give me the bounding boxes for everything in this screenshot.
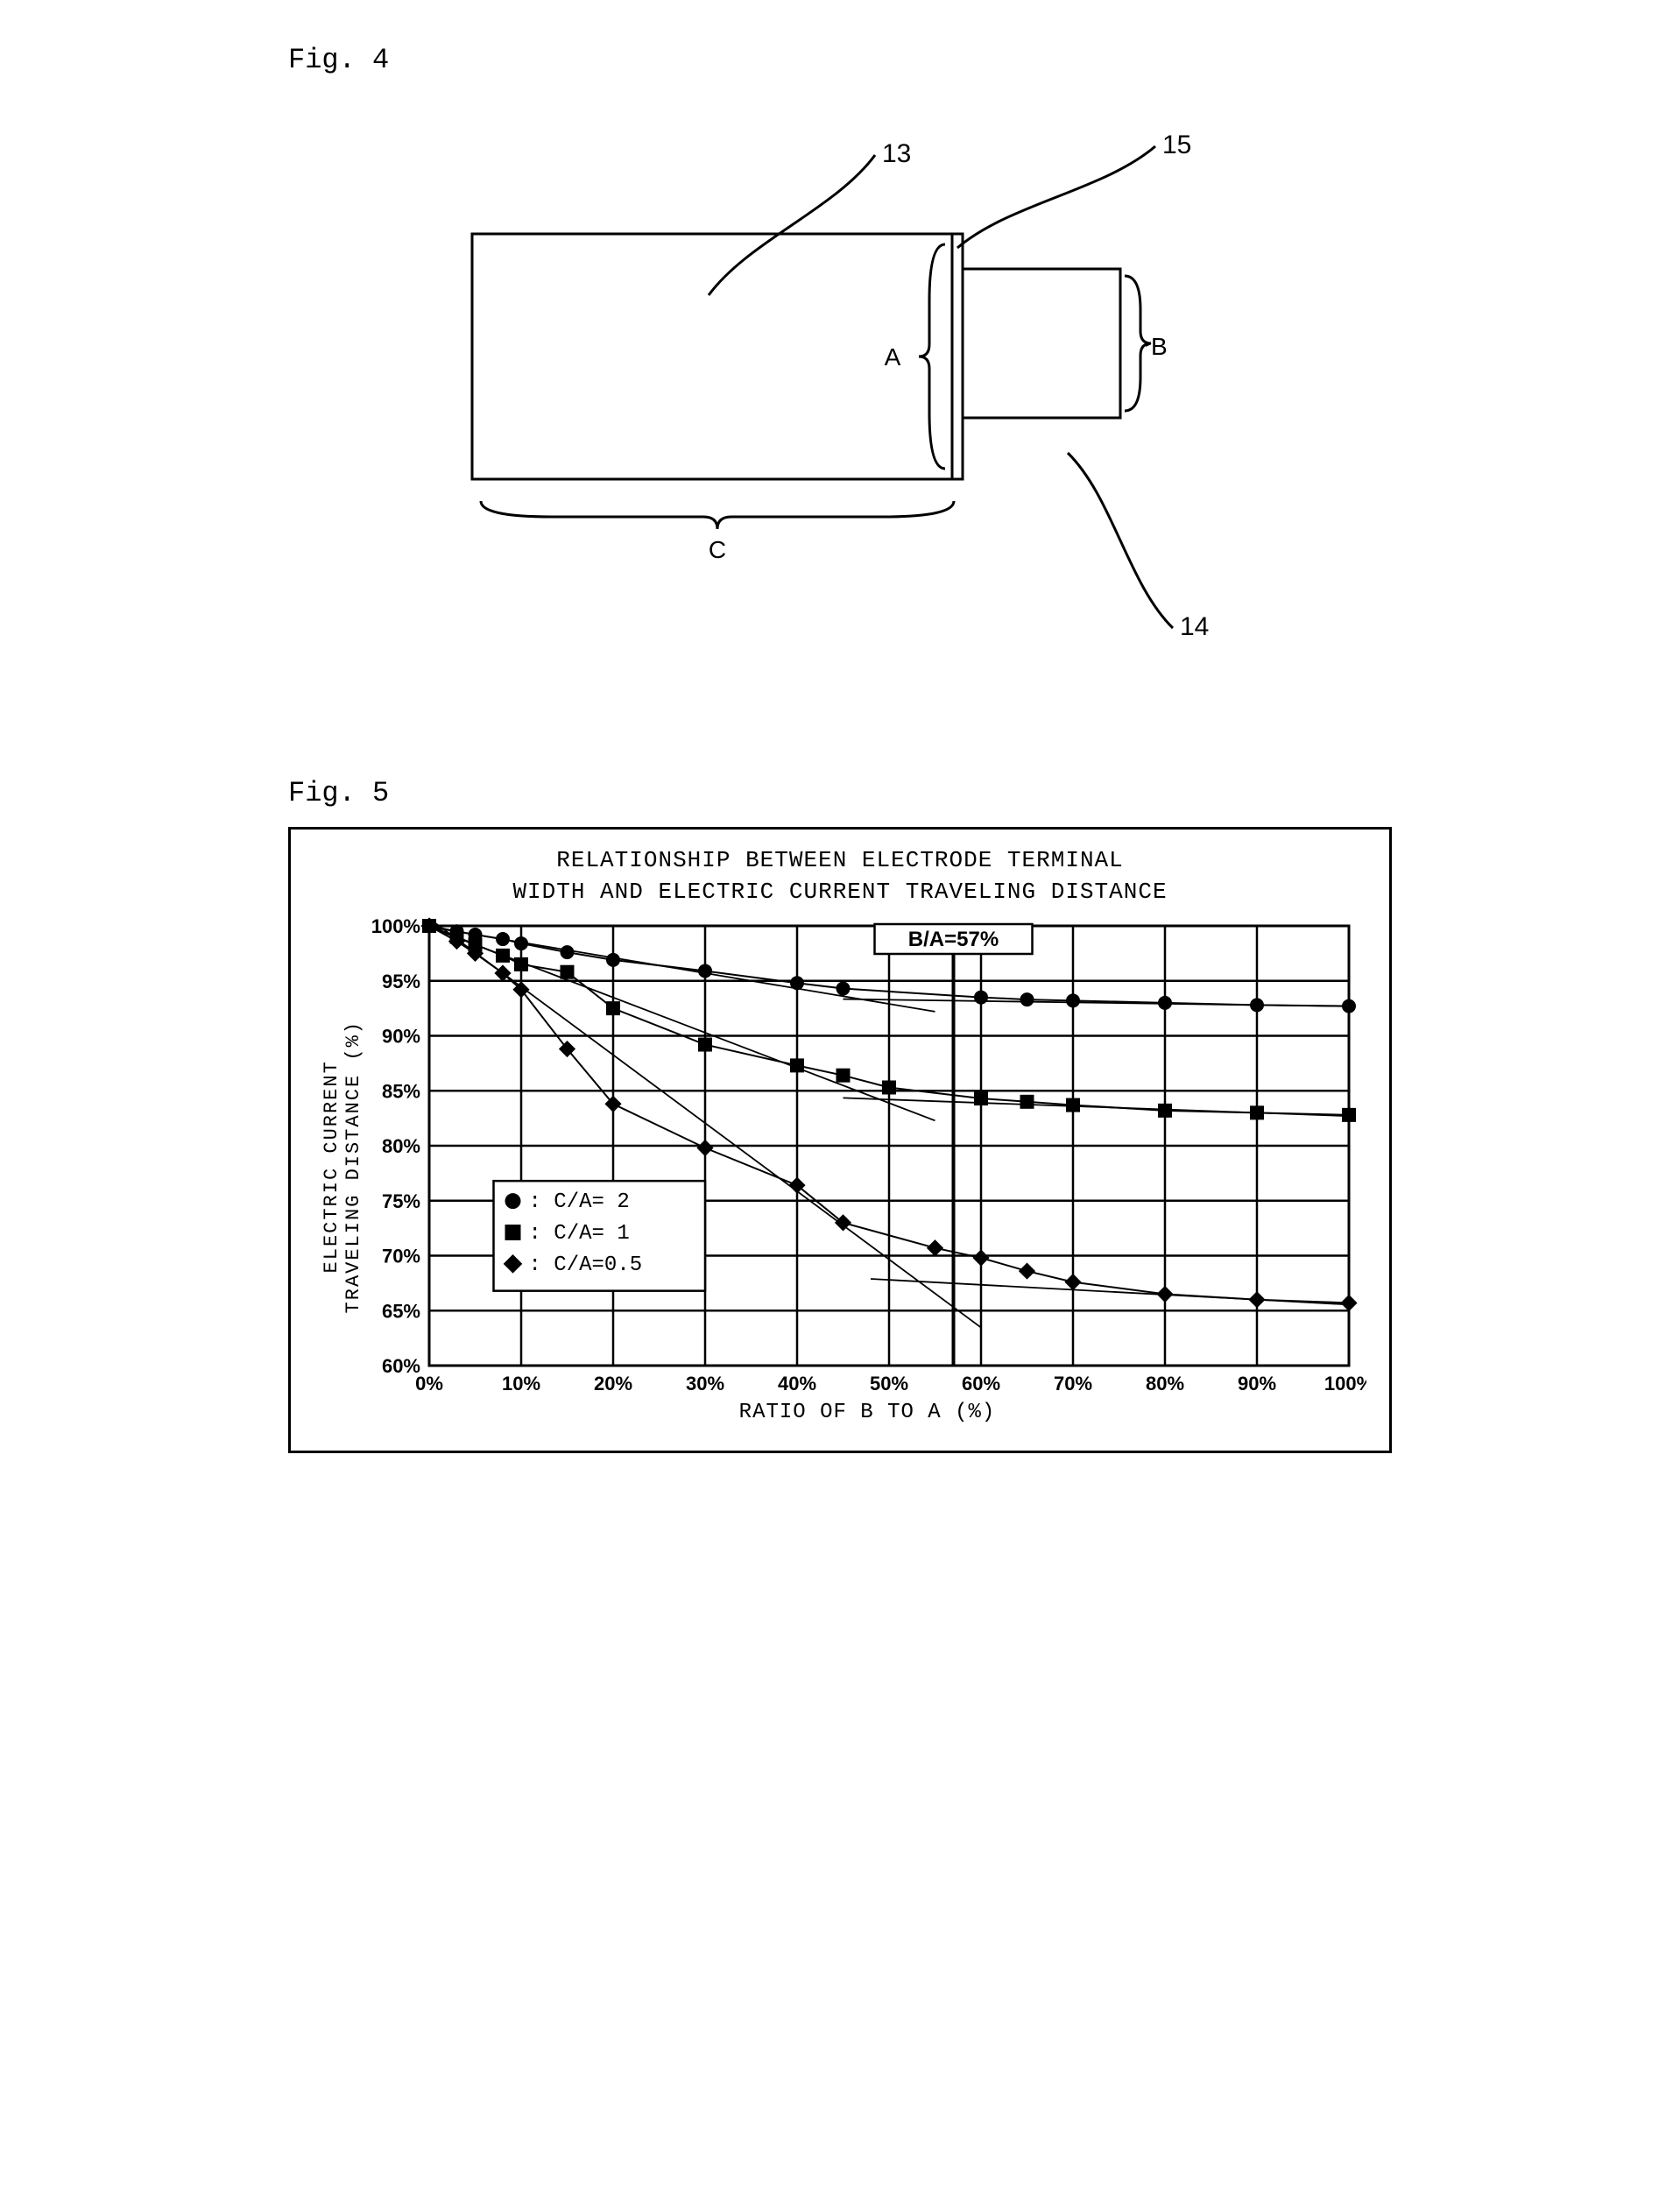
callout-13-leader [709,155,875,295]
legend: : C/A= 2 : C/A= 1 : C/A=0.5 [494,1181,706,1291]
y-tick: 65% [382,1300,420,1322]
fig4-diagram: A B C 13 15 14 [402,94,1278,707]
y-tick: 90% [382,1026,420,1048]
x-axis-label: RATIO OF B TO A (%) [368,1401,1366,1424]
x-tick: 90% [1238,1373,1276,1394]
y-tick: 80% [382,1135,420,1157]
x-tick: 100% [1324,1373,1366,1394]
fig5-chart-frame: RELATIONSHIP BETWEEN ELECTRODE TERMINAL … [288,827,1392,1453]
x-tick: 10% [502,1373,540,1394]
y-tick: 70% [382,1246,420,1267]
x-tick: 60% [962,1373,1000,1394]
x-tick: 50% [870,1373,908,1394]
callout-14: 14 [1180,612,1209,641]
legend-item: : C/A= 1 [529,1222,630,1246]
y-tick: 95% [382,971,420,992]
x-tick: 80% [1146,1373,1184,1394]
annotation-box: B/A=57% [875,924,1033,954]
dim-B: B [1151,333,1168,360]
fig5-label: Fig. 5 [288,777,1409,809]
x-tick: 40% [778,1373,816,1394]
x-tick: 30% [686,1373,724,1394]
legend-item: : C/A= 2 [529,1190,630,1214]
callout-15-leader [957,146,1155,248]
y-tick: 75% [382,1190,420,1212]
callout-14-leader [1068,453,1173,628]
y-tick: 100% [371,915,420,937]
chart-title-line1: RELATIONSHIP BETWEEN ELECTRODE TERMINAL [317,847,1363,873]
x-tick: 70% [1054,1373,1092,1394]
svg-text:B/A=57%: B/A=57% [908,928,999,951]
y-tick: 85% [382,1080,420,1102]
callout-13: 13 [882,139,911,168]
y-axis-label: ELECTRIC CURRENTTRAVELING DISTANCE (%) [317,1020,368,1313]
callout-15: 15 [1162,131,1191,159]
dim-A: A [885,343,901,371]
x-tick: 20% [594,1373,632,1394]
y-tick: 60% [382,1355,420,1377]
dim-C: C [709,536,726,563]
fig4-label: Fig. 4 [288,44,1409,76]
legend-item: : C/A=0.5 [529,1253,643,1277]
chart-title-line2: WIDTH AND ELECTRIC CURRENT TRAVELING DIS… [317,879,1363,905]
